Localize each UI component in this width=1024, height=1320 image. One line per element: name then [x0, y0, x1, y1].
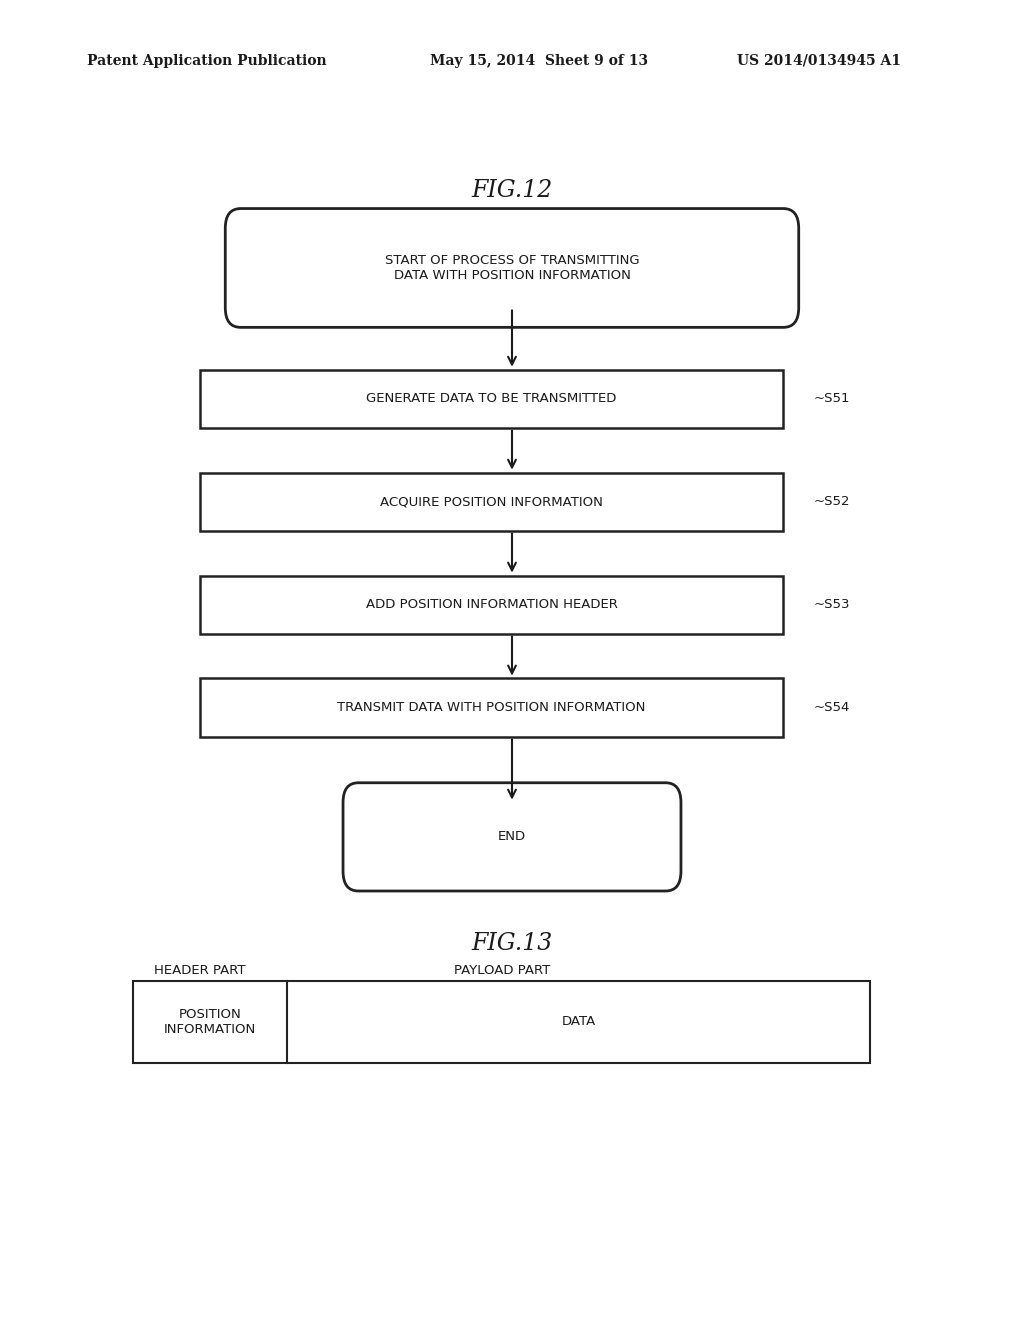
Text: HEADER PART: HEADER PART [154, 964, 246, 977]
FancyBboxPatch shape [200, 473, 783, 531]
Text: TRANSMIT DATA WITH POSITION INFORMATION: TRANSMIT DATA WITH POSITION INFORMATION [337, 701, 646, 714]
Text: FIG.12: FIG.12 [471, 178, 553, 202]
Text: ADD POSITION INFORMATION HEADER: ADD POSITION INFORMATION HEADER [366, 598, 617, 611]
Text: START OF PROCESS OF TRANSMITTING
DATA WITH POSITION INFORMATION: START OF PROCESS OF TRANSMITTING DATA WI… [385, 253, 639, 282]
FancyBboxPatch shape [200, 576, 783, 634]
Text: US 2014/0134945 A1: US 2014/0134945 A1 [737, 54, 901, 67]
FancyBboxPatch shape [200, 678, 783, 737]
Text: FIG.13: FIG.13 [471, 932, 553, 956]
Text: PAYLOAD PART: PAYLOAD PART [454, 964, 550, 977]
Text: ACQUIRE POSITION INFORMATION: ACQUIRE POSITION INFORMATION [380, 495, 603, 508]
FancyBboxPatch shape [200, 370, 783, 428]
Text: ~S51: ~S51 [814, 392, 851, 405]
Text: END: END [498, 830, 526, 843]
Text: ~S54: ~S54 [814, 701, 851, 714]
Text: ~S53: ~S53 [814, 598, 851, 611]
Bar [133, 981, 870, 1063]
Text: POSITION
INFORMATION: POSITION INFORMATION [164, 1007, 256, 1036]
Text: DATA: DATA [561, 1015, 596, 1028]
Text: ~S52: ~S52 [814, 495, 851, 508]
FancyBboxPatch shape [225, 209, 799, 327]
Text: May 15, 2014  Sheet 9 of 13: May 15, 2014 Sheet 9 of 13 [430, 54, 648, 67]
Text: GENERATE DATA TO BE TRANSMITTED: GENERATE DATA TO BE TRANSMITTED [367, 392, 616, 405]
FancyBboxPatch shape [343, 783, 681, 891]
Text: Patent Application Publication: Patent Application Publication [87, 54, 327, 67]
